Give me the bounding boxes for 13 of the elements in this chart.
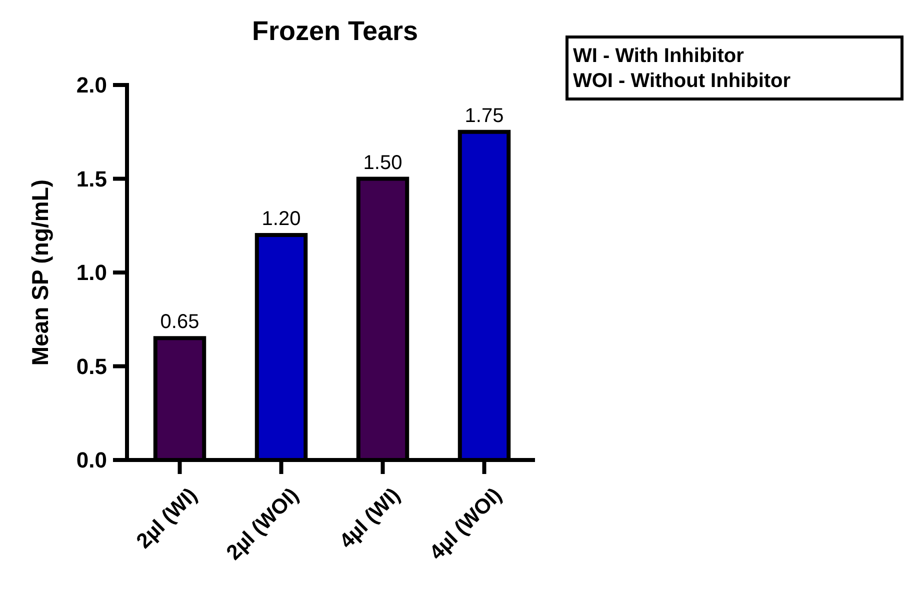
text: WI - With Inhibitor bbox=[573, 45, 744, 67]
text: WOI - Without Inhibitor bbox=[573, 70, 791, 92]
y-tick-label: 1.5 bbox=[76, 166, 107, 192]
y-tick-label: 0.5 bbox=[76, 354, 107, 379]
data-label: 1.75 bbox=[464, 104, 504, 127]
y-tick-label: 0.0 bbox=[76, 448, 107, 473]
y-tick-label: 1.0 bbox=[76, 260, 107, 286]
y-tick-label: 2.0 bbox=[76, 72, 107, 98]
data-label: 0.65 bbox=[160, 311, 200, 334]
y-axis-title: Mean SP (ng/mL) bbox=[27, 179, 53, 366]
data-label: 1.20 bbox=[262, 208, 301, 230]
chart-title: Frozen Tears bbox=[252, 16, 418, 46]
data-label: 1.50 bbox=[363, 152, 402, 174]
